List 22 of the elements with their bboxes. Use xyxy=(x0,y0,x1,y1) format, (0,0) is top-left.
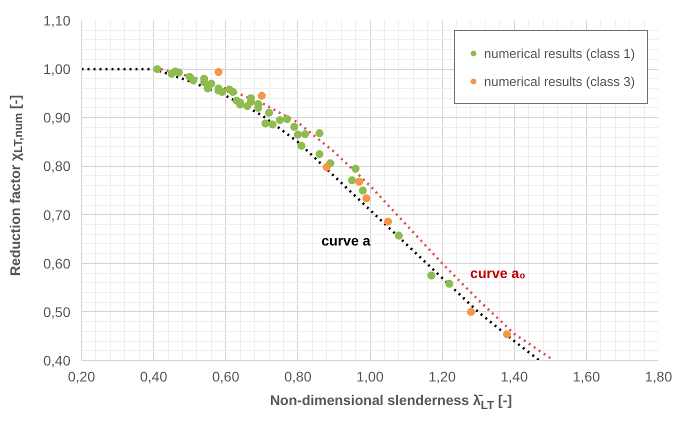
x-tick-label: 1,80 xyxy=(644,368,672,384)
x-tick-label: 0,40 xyxy=(140,368,168,384)
y-tick-label: 0,90 xyxy=(43,110,71,126)
annotation: curve a xyxy=(321,232,371,248)
legend-label: numerical results (class 1) xyxy=(484,46,635,60)
annotation: curve a₀ xyxy=(470,264,526,281)
x-tick-label: 1,40 xyxy=(500,368,528,384)
x-tick-label: 0,60 xyxy=(212,368,240,384)
x-tick-label: 1,60 xyxy=(572,368,600,384)
x-tick-label: 0,80 xyxy=(284,368,312,384)
y-tick-label: 0,50 xyxy=(43,304,71,320)
y-tick-label: 0,60 xyxy=(43,255,71,272)
y-tick-label: 0,70 xyxy=(43,206,71,223)
y-tick-label: 0,80 xyxy=(43,158,71,174)
legend-label: numerical results (class 3) xyxy=(484,74,635,88)
x-tick-label: 1,20 xyxy=(428,368,456,384)
y-tick-label: 1,10 xyxy=(43,12,71,28)
y-tick-label: 1,00 xyxy=(43,61,71,78)
x-tick-label: 0,20 xyxy=(68,368,96,384)
x-tick-label: 1,00 xyxy=(356,368,384,384)
y-tick-label: 0,40 xyxy=(43,352,71,368)
x-axis-title: Non-dimensional slenderness λ̄$_{LT}$ [-] xyxy=(270,391,512,414)
